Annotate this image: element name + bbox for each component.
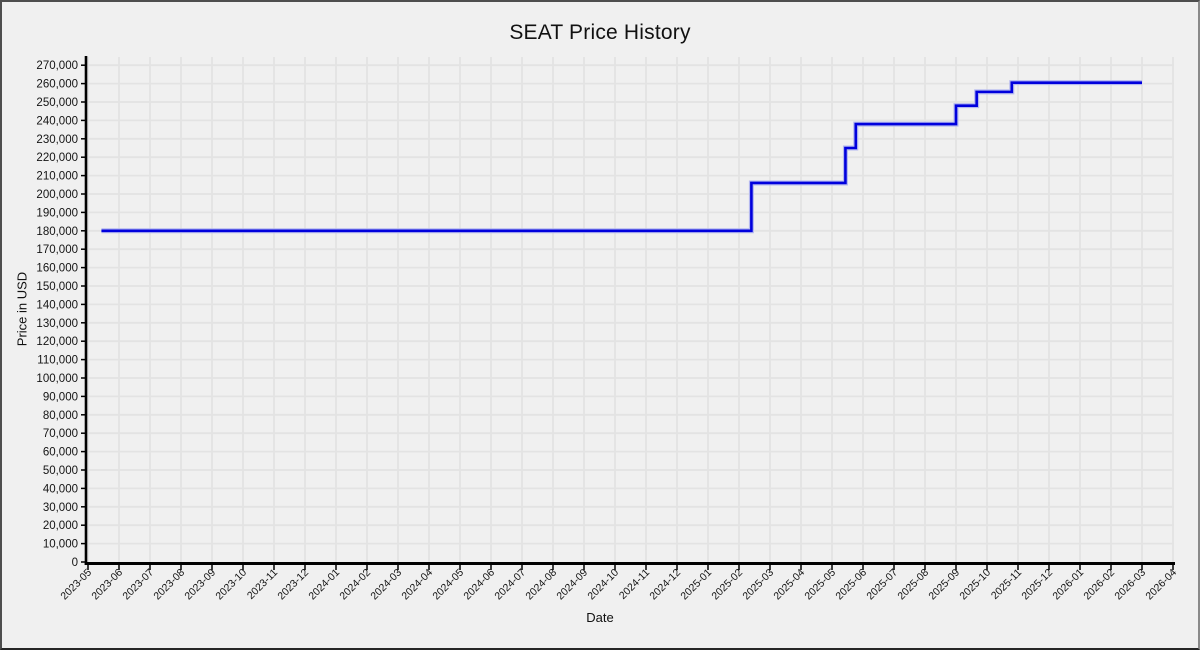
x-tick-label: 2024-05 [430,567,466,603]
y-tick-label: 150,000 [36,281,78,293]
y-tick-label: 210,000 [36,171,78,183]
y-tick-label: 70,000 [43,428,78,440]
x-tick-label: 2025-04 [771,567,807,603]
y-tick-label: 250,000 [36,97,78,109]
x-tick-label: 2023-11 [245,567,280,602]
y-tick-label: 260,000 [36,79,78,91]
x-tick-label: 2024-07 [492,567,528,603]
x-tick-label: 2024-06 [461,567,497,603]
y-tick-label: 40,000 [43,483,78,495]
x-tick-label: 2024-02 [337,567,373,603]
y-tick-label: 80,000 [43,410,78,422]
x-tick-label: 2023-06 [89,567,125,603]
y-tick-label: 120,000 [36,336,78,348]
tick-marks [81,64,1174,570]
x-tick-label: 2025-07 [864,567,900,603]
y-tick-labels: 0 10,000 20,000 30,000 40,000 50,000 60,000 70,… [36,60,78,569]
y-tick-label: 130,000 [36,318,78,330]
x-tick-label: 2026-04 [1143,567,1179,603]
y-tick-label: 110,000 [37,355,78,367]
x-tick-label: 2025-09 [926,567,962,603]
y-tick-label: 160,000 [36,263,78,275]
y-tick-label: 60,000 [43,447,78,459]
x-tick-label: 2024-12 [647,567,683,603]
y-tick-label: 200,000 [36,189,78,201]
y-tick-label: 0 [72,557,78,569]
y-tick-label: 100,000 [36,373,78,385]
x-tick-label: 2026-02 [1081,567,1117,603]
y-tick-label: 190,000 [36,207,78,219]
y-tick-label: 20,000 [43,520,78,532]
y-tick-label: 230,000 [36,134,78,146]
grid-lines [86,57,1174,562]
x-tick-label: 2024-10 [585,567,621,603]
x-tick-label: 2025-06 [833,567,869,603]
x-tick-label: 2025-10 [957,567,993,603]
x-tick-label: 2023-09 [182,567,218,603]
x-tick-label: 2025-08 [895,567,931,603]
y-tick-label: 10,000 [43,539,78,551]
x-tick-label: 2024-11 [617,567,652,602]
x-tick-label: 2025-11 [989,567,1024,602]
price-line [101,80,1142,234]
x-tick-label: 2024-03 [368,567,404,603]
x-tick-label: 2023-07 [120,567,156,603]
x-tick-label: 2023-05 [58,567,94,603]
x-tick-label: 2023-10 [213,567,249,603]
y-tick-label: 240,000 [36,115,78,127]
x-tick-label: 2026-01 [1050,567,1086,603]
x-tick-label: 2025-03 [740,567,776,603]
y-tick-label: 270,000 [36,60,78,72]
x-tick-label: 2023-08 [151,567,187,603]
price-line-core [101,81,1142,233]
x-tick-label: 2026-03 [1112,567,1148,603]
x-tick-label: 2024-09 [554,567,590,603]
x-tick-label: 2024-08 [523,567,559,603]
y-tick-label: 140,000 [36,299,78,311]
x-tick-labels: 2023-052023-062023-072023-082023-092023-… [58,567,1179,603]
x-tick-label: 2025-01 [678,567,714,603]
y-tick-label: 50,000 [43,465,78,477]
x-tick-label: 2023-12 [275,567,311,603]
axes [84,56,1175,565]
x-axis-title: Date [586,610,614,625]
y-tick-label: 220,000 [36,152,78,164]
x-tick-label: 2025-05 [802,567,838,603]
y-tick-label: 30,000 [43,502,78,514]
x-tick-label: 2025-12 [1019,567,1055,603]
y-tick-label: 90,000 [43,391,78,403]
x-tick-label: 2025-02 [709,567,745,603]
chart-title: SEAT Price History [509,21,691,44]
x-tick-label: 2024-04 [399,567,435,603]
x-tick-label: 2024-01 [306,567,342,603]
y-tick-label: 170,000 [36,244,78,256]
y-tick-label: 180,000 [36,226,78,238]
